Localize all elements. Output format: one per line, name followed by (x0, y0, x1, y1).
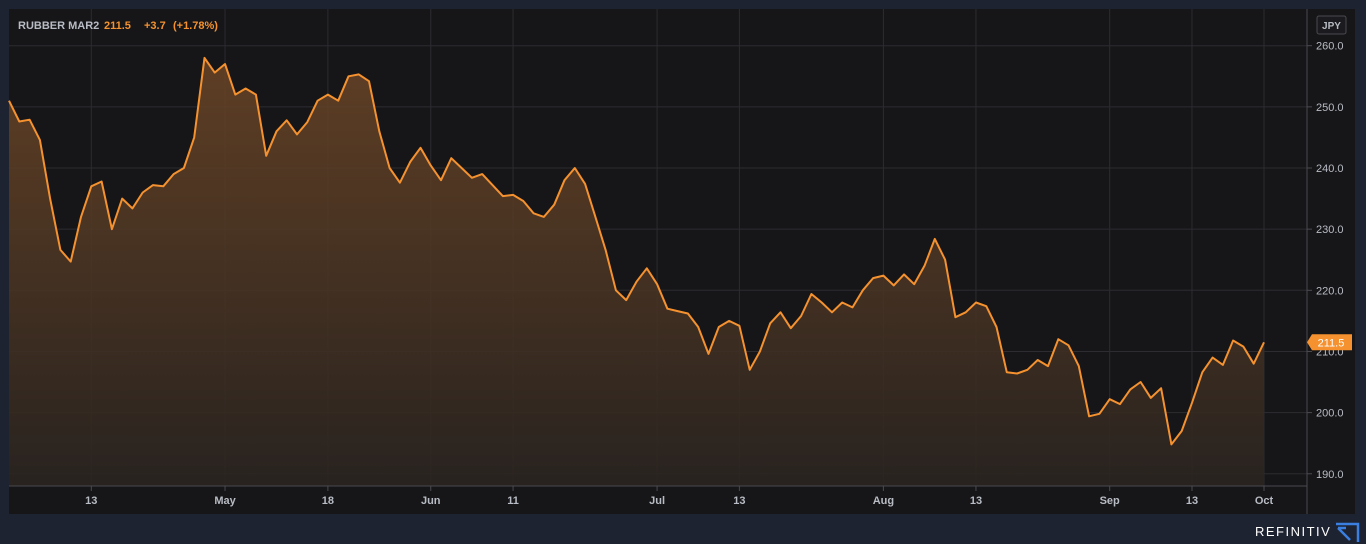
x-tick-label: Jul (649, 495, 665, 507)
x-tick-label: Jun (421, 495, 441, 507)
series-area (9, 57, 1264, 487)
y-tick-label: 250.0 (1316, 102, 1344, 114)
x-tick-label: 11 (507, 495, 519, 507)
y-tick-label: 240.0 (1316, 163, 1344, 175)
symbol-label: RUBBER MAR2 (18, 20, 99, 32)
x-tick-label: 18 (322, 495, 334, 507)
price-change: +3.7 (144, 20, 166, 32)
x-tick-label: Oct (1255, 495, 1274, 507)
y-tick-label: 260.0 (1316, 41, 1344, 53)
x-tick-label: 13 (733, 495, 745, 507)
x-tick-label: May (214, 495, 236, 507)
last-price-tag-label: 211.5 (1318, 337, 1345, 349)
currency-badge[interactable]: JPY (1316, 15, 1347, 35)
y-tick-label: 230.0 (1316, 224, 1344, 236)
last-price-tag: 211.5 (1307, 334, 1352, 351)
series-line (8, 56, 1265, 446)
y-tick-label: 190.0 (1316, 469, 1344, 481)
price-change-pct: (+1.78%) (173, 20, 218, 32)
refinitiv-logo-icon (1336, 522, 1360, 542)
x-tick-label: 13 (1186, 495, 1198, 507)
currency-label: JPY (1322, 21, 1341, 32)
x-tick-label: Sep (1100, 495, 1120, 507)
x-tick-label: Aug (873, 495, 894, 507)
x-tick-label: 13 (85, 495, 97, 507)
y-tick-label: 200.0 (1316, 408, 1344, 420)
x-axis-ticks: 13 May 18 Jun 11 Jul 13 Aug 13 Sep 13 Oct (85, 486, 1274, 507)
refinitiv-brand: REFINITIV (1255, 524, 1332, 539)
chart-header: RUBBER MAR2 211.5 +3.7 (+1.78%) (18, 20, 218, 32)
y-tick-label: 220.0 (1316, 285, 1344, 297)
last-price: 211.5 (104, 20, 131, 32)
x-tick-label: 13 (970, 495, 982, 507)
